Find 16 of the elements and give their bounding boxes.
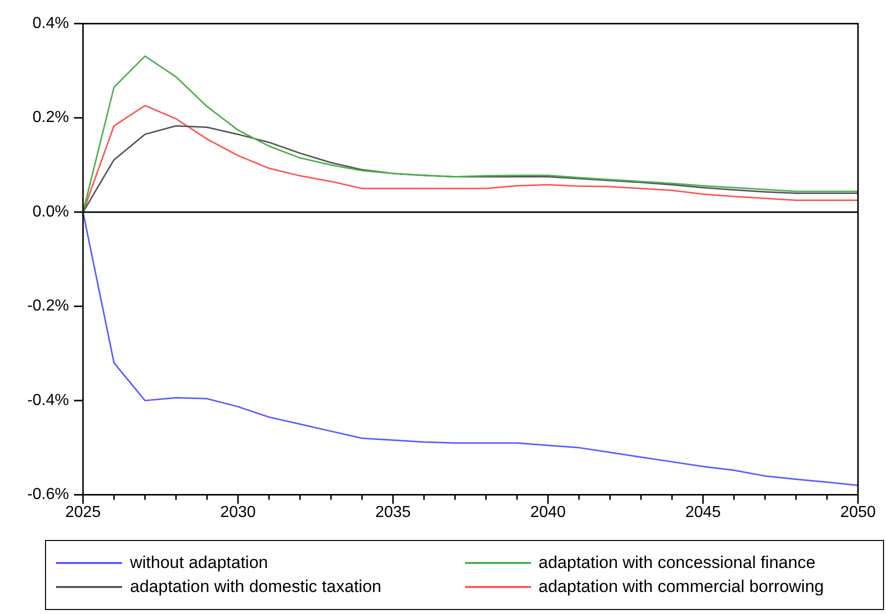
y-tick-label: -0.4% [27,392,69,409]
x-tick-label: 2040 [530,504,566,521]
y-tick-label: 0.2% [32,109,69,126]
y-tick-label: -0.2% [27,298,69,315]
x-tick-label: 2050 [840,504,876,521]
y-tick-label: 0.4% [32,15,69,32]
legend-label: adaptation with commercial borrowing [538,577,824,597]
x-tick-label: 2045 [685,504,721,521]
x-tick-label: 2035 [375,504,411,521]
legend-label: without adaptation [130,553,268,573]
x-tick-label: 2030 [220,504,256,521]
legend-label: adaptation with concessional finance [538,553,816,573]
y-tick-label: 0.0% [32,203,69,220]
legend-label: adaptation with domestic taxation [130,577,382,597]
y-tick-label: -0.6% [27,486,69,504]
x-tick-label: 2025 [65,504,101,521]
